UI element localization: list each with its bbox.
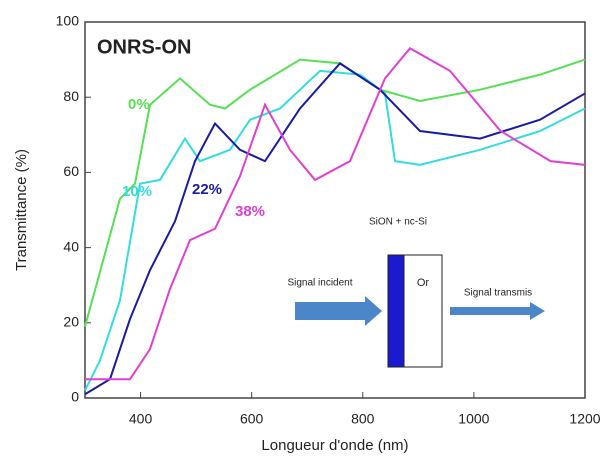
series-line [84,69,586,391]
layer-gold [403,254,443,368]
y-tick-label: 80 [63,88,79,104]
y-tick-label: 0 [71,389,79,405]
annotation: Or [417,277,430,289]
annotation: SiON + nc-Si [369,217,427,228]
chart-title: ONRS-ON [97,36,191,58]
x-tick-label: 1200 [569,411,600,427]
x-tick-label: 800 [351,411,375,427]
series-label: 38% [235,203,265,220]
series-label: 0% [128,96,150,113]
x-axis-label: Longueur d'onde (nm) [261,437,408,454]
series-line [84,62,586,396]
arrow-incident [295,296,382,326]
y-tick-label: 20 [63,314,79,330]
annotation: Signal incident [287,278,352,289]
layer-sion [387,254,405,368]
inset [295,254,545,368]
annotation: Signal transmis [464,288,532,299]
y-tick-label: 40 [63,238,79,254]
x-tick-label: 600 [240,411,264,427]
y-tick-label: 60 [63,163,79,179]
y-tick-label: 100 [56,13,80,29]
arrow-transmitted [450,302,545,320]
plot-frame [84,21,586,399]
series-line [84,58,586,327]
series-label: 10% [122,183,152,200]
x-tick-label: 1000 [458,411,489,427]
series-line [85,47,586,381]
x-tick-label: 400 [129,411,153,427]
y-axis-label: Transmittance (%) [13,149,30,271]
series-label: 22% [192,181,222,198]
